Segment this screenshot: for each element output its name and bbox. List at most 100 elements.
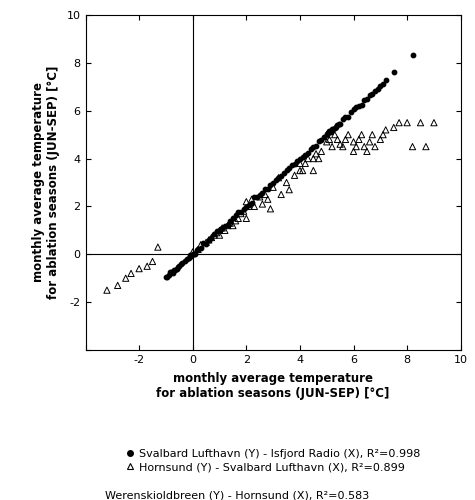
Point [374,85,381,93]
Point [355,102,363,110]
Point [339,116,347,124]
Point [243,198,250,205]
Point [417,118,424,126]
Point [216,226,223,234]
Point [408,142,416,150]
Point [336,120,344,128]
Point [335,120,342,128]
Point [350,138,357,146]
Point [328,142,336,150]
Point [216,226,223,234]
Legend: Svalbard Lufthavn (Y) - Isfjord Radio (X), R²=0.998, Hornsund (Y) - Svalbard Luf: Svalbard Lufthavn (Y) - Isfjord Radio (X… [126,450,420,472]
Point [213,229,220,237]
Point [296,155,304,163]
Point [269,184,277,192]
Point [285,164,293,172]
Point [363,148,371,156]
Point [331,130,339,138]
Point [261,185,269,193]
Point [208,234,215,241]
Point [269,180,277,188]
Point [253,194,261,202]
Point [310,166,317,174]
Point [350,148,357,156]
Point [165,271,172,279]
Point [350,105,357,113]
Point [178,259,186,267]
Point [205,236,213,244]
Point [323,130,331,138]
Point [235,214,242,222]
Point [240,207,247,215]
Point [221,222,228,230]
Point [377,136,384,143]
Point [189,248,197,256]
Point [266,205,274,213]
Point [163,272,171,280]
Point [197,244,205,252]
Point [323,130,331,138]
Point [275,174,282,182]
Point [285,186,293,194]
Point [332,123,340,131]
Point [181,258,189,266]
Point [342,114,349,122]
Point [264,195,272,203]
Point [208,234,215,241]
Point [358,130,365,138]
Point [258,200,266,208]
Point [210,231,218,239]
Point [320,133,328,141]
Point [327,128,334,136]
Point [194,244,202,252]
Point [352,142,360,150]
Point [166,268,174,276]
Point [186,251,194,259]
Point [377,82,384,90]
Point [224,221,231,229]
Point [371,142,379,150]
Point [235,208,242,216]
Point [302,150,309,158]
Point [328,126,336,134]
Point [173,264,180,272]
Y-axis label: monthly average temperature
for ablation seasons (JUN-SEP) [°C]: monthly average temperature for ablation… [32,66,60,299]
Point [190,250,198,258]
Point [331,124,339,132]
Point [310,154,317,162]
Point [149,258,156,266]
Point [275,174,282,182]
Point [369,130,376,138]
Point [296,160,304,168]
Point [266,181,274,189]
Point [326,136,333,143]
Point [366,91,373,99]
Point [333,122,341,130]
Point [162,272,170,280]
Point [299,166,306,174]
Point [382,76,390,84]
Point [224,222,231,230]
Point [185,254,192,262]
Point [344,113,352,121]
Point [114,282,122,290]
Point [232,217,239,225]
Point [248,200,256,207]
Point [333,136,341,143]
Point [143,262,151,270]
Point [283,166,290,174]
Point [243,204,250,212]
Point [237,210,245,218]
Point [245,202,253,209]
Point [371,86,379,94]
Point [304,154,312,162]
Point [197,240,205,248]
Point [344,130,352,138]
Point [358,100,365,108]
Text: Werenskioldbreen (Y) - Hornsund (X), R²=0.583: Werenskioldbreen (Y) - Hornsund (X), R²=… [105,490,370,500]
Point [330,126,337,134]
Point [326,127,333,135]
Point [347,108,355,116]
Point [221,226,228,234]
Point [218,224,226,232]
